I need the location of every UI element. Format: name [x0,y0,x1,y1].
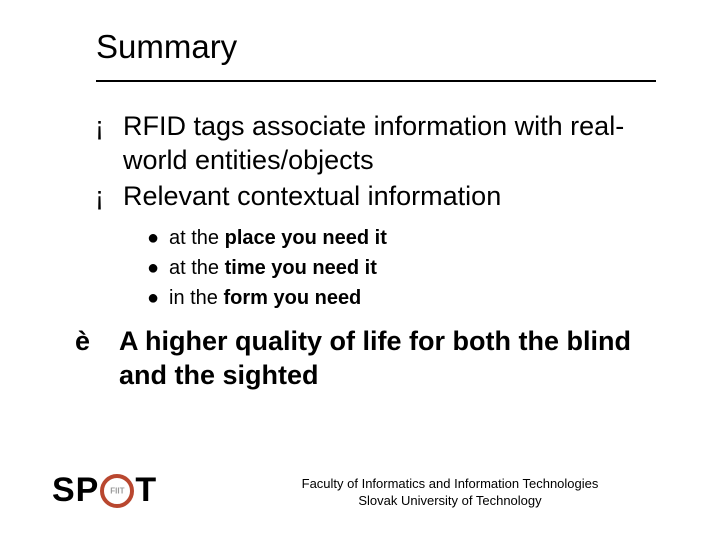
logo-o-icon: FIIT [100,474,134,508]
sub-bold: time you need it [225,257,377,279]
slide: Summary ¡ RFID tags associate informatio… [0,0,720,540]
content-area: ¡ RFID tags associate information with r… [95,110,655,393]
title-underline [96,80,656,82]
bullet-marker: ¡ [95,110,123,144]
sub-bullet-marker: ● [147,225,169,251]
sub-bullet-item: ● in the form you need [147,285,655,311]
sub-bullet-item: ● at the time you need it [147,255,655,281]
sub-prefix: at the [169,227,225,249]
slide-title: Summary [96,28,237,66]
sub-bold: place you need it [225,227,387,249]
sub-bullet-text: in the form you need [169,285,361,311]
conclusion: è A higher quality of life for both the … [75,325,655,393]
sub-prefix: in the [169,287,223,309]
logo-t: T [135,471,157,510]
sub-bullet-marker: ● [147,255,169,281]
bullet-marker: ¡ [95,180,123,214]
sub-bullet-text: at the time you need it [169,255,377,281]
bullet-text: RFID tags associate information with rea… [123,110,655,178]
bullet-item: ¡ RFID tags associate information with r… [95,110,655,178]
conclusion-text: A higher quality of life for both the bl… [119,325,655,393]
footer-line-2: Slovak University of Technology [240,493,660,510]
logo-inner-text: FIIT [110,486,124,495]
sub-prefix: at the [169,257,225,279]
sub-bold: form you need [223,287,361,309]
footer-line-1: Faculty of Informatics and Information T… [240,476,660,493]
sub-bullet-marker: ● [147,285,169,311]
sub-bullet-list: ● at the place you need it ● at the time… [147,225,655,311]
logo-sp: SP [52,471,99,510]
footer-attribution: Faculty of Informatics and Information T… [240,476,660,510]
conclusion-arrow-icon: è [75,325,119,359]
sub-bullet-text: at the place you need it [169,225,387,251]
bullet-item: ¡ Relevant contextual information [95,180,655,214]
bullet-text: Relevant contextual information [123,180,501,214]
logo: SP FIIT T [52,471,157,510]
sub-bullet-item: ● at the place you need it [147,225,655,251]
